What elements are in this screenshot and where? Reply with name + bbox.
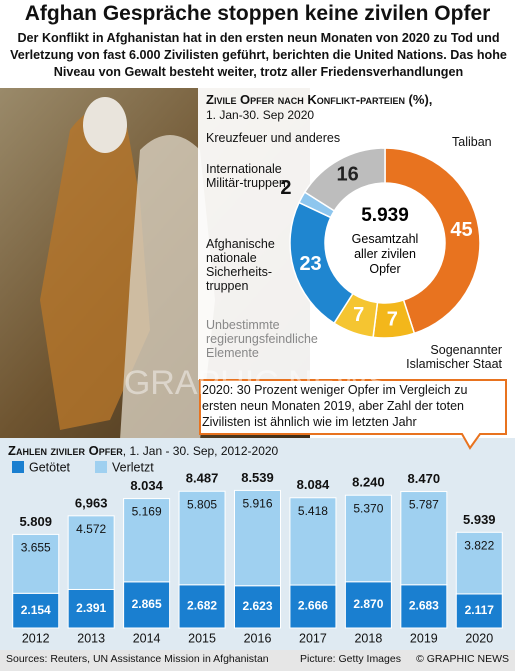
bar-total-label: 6,963 bbox=[75, 495, 108, 510]
bar-segment bbox=[289, 497, 337, 586]
credit: Picture: Getty Images bbox=[300, 653, 401, 665]
x-tick-label: 2014 bbox=[133, 631, 161, 645]
x-tick-label: 2017 bbox=[299, 631, 327, 645]
donut-category-label: Sogenannter Islamischer Staat bbox=[406, 343, 502, 371]
bar-title: Zahlen ziviler Opfer, 1. Jan - 30. Sep, … bbox=[8, 443, 278, 458]
donut-center-value: 5.939 bbox=[361, 205, 409, 226]
donut-category-label: Unbestimmte regierungsfeindliche Element… bbox=[206, 318, 318, 360]
x-tick-label: 2015 bbox=[188, 631, 216, 645]
bar-value-label: 2.117 bbox=[465, 603, 495, 617]
donut-value-label: 16 bbox=[337, 163, 359, 185]
bar-value-label: 3.822 bbox=[464, 538, 494, 552]
footer-bar bbox=[0, 650, 515, 671]
donut-value-label: 7 bbox=[387, 308, 398, 330]
watermark: GRAPHIC NEWS bbox=[124, 364, 390, 402]
bar-value-label: 4.572 bbox=[76, 522, 106, 536]
bar-subtitle: , 1. Jan - 30. Sep, 2012-2020 bbox=[122, 444, 279, 458]
legend-swatch bbox=[12, 461, 24, 473]
donut-value-label: 23 bbox=[299, 253, 321, 275]
note-box bbox=[199, 379, 507, 450]
bar-value-label: 2.865 bbox=[132, 597, 162, 611]
subtitle: Der Konflikt in Afghanistan hat in den e… bbox=[10, 31, 507, 79]
donut-category-label: Taliban bbox=[452, 135, 492, 149]
x-tick-label: 2012 bbox=[22, 631, 50, 645]
bar-segment bbox=[178, 490, 226, 586]
bar-value-label: 5.169 bbox=[132, 505, 162, 519]
donut-title: Zivile Opfer nach Konflikt-parteien (%),… bbox=[206, 92, 436, 123]
bar-total-label: 8.470 bbox=[408, 471, 441, 486]
x-tick-label: 2018 bbox=[354, 631, 382, 645]
bar-value-label: 5.916 bbox=[242, 497, 272, 511]
bar-segment bbox=[67, 588, 115, 629]
donut-title-text: Zivile Opfer nach Konflikt-parteien (%), bbox=[206, 92, 433, 107]
bar-segment bbox=[67, 515, 115, 590]
bar-value-label: 5.787 bbox=[409, 498, 439, 512]
bar-segment bbox=[123, 498, 171, 583]
bar-value-label: 2.154 bbox=[21, 603, 51, 617]
bar-segment bbox=[400, 491, 448, 586]
copyright: © GRAPHIC NEWS bbox=[416, 653, 509, 665]
bar-value-label: 5.370 bbox=[353, 501, 383, 515]
source: Sources: Reuters, UN Assistance Mission … bbox=[6, 653, 269, 665]
donut-value-label: 45 bbox=[450, 219, 472, 241]
bar-value-label: 2.683 bbox=[409, 599, 439, 613]
annotation: 2020: 30 Prozent weniger Opfer im Vergle… bbox=[202, 383, 468, 429]
bar-segment bbox=[344, 494, 392, 583]
bar-total-label: 5.939 bbox=[463, 512, 496, 527]
bar-total-label: 8.539 bbox=[241, 470, 274, 485]
bar-title-text: Zahlen ziviler Opfer bbox=[8, 443, 123, 458]
donut-date: 1. Jan-30. Sep 2020 bbox=[206, 108, 315, 122]
bar-total-label: 8.487 bbox=[186, 471, 219, 486]
bar-total-label: 8.240 bbox=[352, 475, 385, 490]
bar-segment bbox=[234, 489, 281, 587]
bar-segment bbox=[123, 581, 171, 629]
photo-scarf bbox=[83, 97, 127, 153]
bar-segment bbox=[234, 585, 281, 629]
bar-value-label: 5.805 bbox=[187, 497, 217, 511]
x-tick-label: 2013 bbox=[77, 631, 105, 645]
bar-segment bbox=[455, 531, 503, 595]
x-tick-label: 2019 bbox=[410, 631, 438, 645]
bar-segment bbox=[289, 584, 337, 629]
photo-figure bbox=[40, 107, 150, 431]
legend-swatch bbox=[95, 461, 107, 473]
donut-category-label: Internationale Militär-truppen bbox=[206, 162, 286, 190]
bar-value-label: 2.391 bbox=[76, 601, 106, 615]
donut-value-label: 7 bbox=[353, 304, 364, 326]
donut-center-label: Gesamtzahl aller zivilen Opfer bbox=[351, 232, 419, 276]
bar-value-label: 2.870 bbox=[353, 597, 383, 611]
bar-segment bbox=[344, 581, 392, 629]
bar-segment bbox=[12, 592, 60, 629]
donut-segment bbox=[303, 147, 386, 212]
bar-value-label: 3.655 bbox=[21, 541, 51, 555]
donut-category-label: Afghanische nationale Sicherheits-truppe… bbox=[206, 237, 275, 293]
bar-segment bbox=[12, 533, 60, 594]
bar-total-label: 5.809 bbox=[19, 514, 52, 529]
x-tick-label: 2016 bbox=[244, 631, 272, 645]
bar-value-label: 5.418 bbox=[298, 504, 328, 518]
donut-segment bbox=[384, 147, 481, 335]
legend-label: Getötet bbox=[29, 460, 71, 474]
bar-value-label: 2.682 bbox=[187, 599, 217, 613]
bar-value-label: 2.623 bbox=[242, 599, 272, 613]
bar-total-label: 8.084 bbox=[297, 477, 330, 492]
donut-value-label: 2 bbox=[280, 177, 291, 199]
x-tick-label: 2020 bbox=[465, 631, 493, 645]
bar-segment bbox=[178, 584, 226, 629]
donut-category-label: Kreuzfeuer und anderes bbox=[206, 131, 341, 145]
bar-value-label: 2.666 bbox=[298, 599, 328, 613]
legend-label: Verletzt bbox=[112, 460, 154, 474]
bar-total-label: 8.034 bbox=[130, 478, 163, 493]
title: Afghan Gespräche stoppen keine zivilen O… bbox=[24, 2, 491, 25]
photo-figure bbox=[120, 135, 215, 440]
bar-segment bbox=[455, 593, 503, 629]
